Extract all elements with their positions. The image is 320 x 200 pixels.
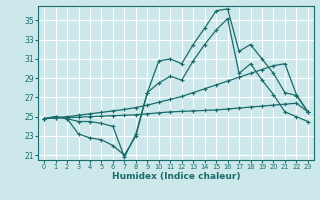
X-axis label: Humidex (Indice chaleur): Humidex (Indice chaleur) [112, 172, 240, 181]
